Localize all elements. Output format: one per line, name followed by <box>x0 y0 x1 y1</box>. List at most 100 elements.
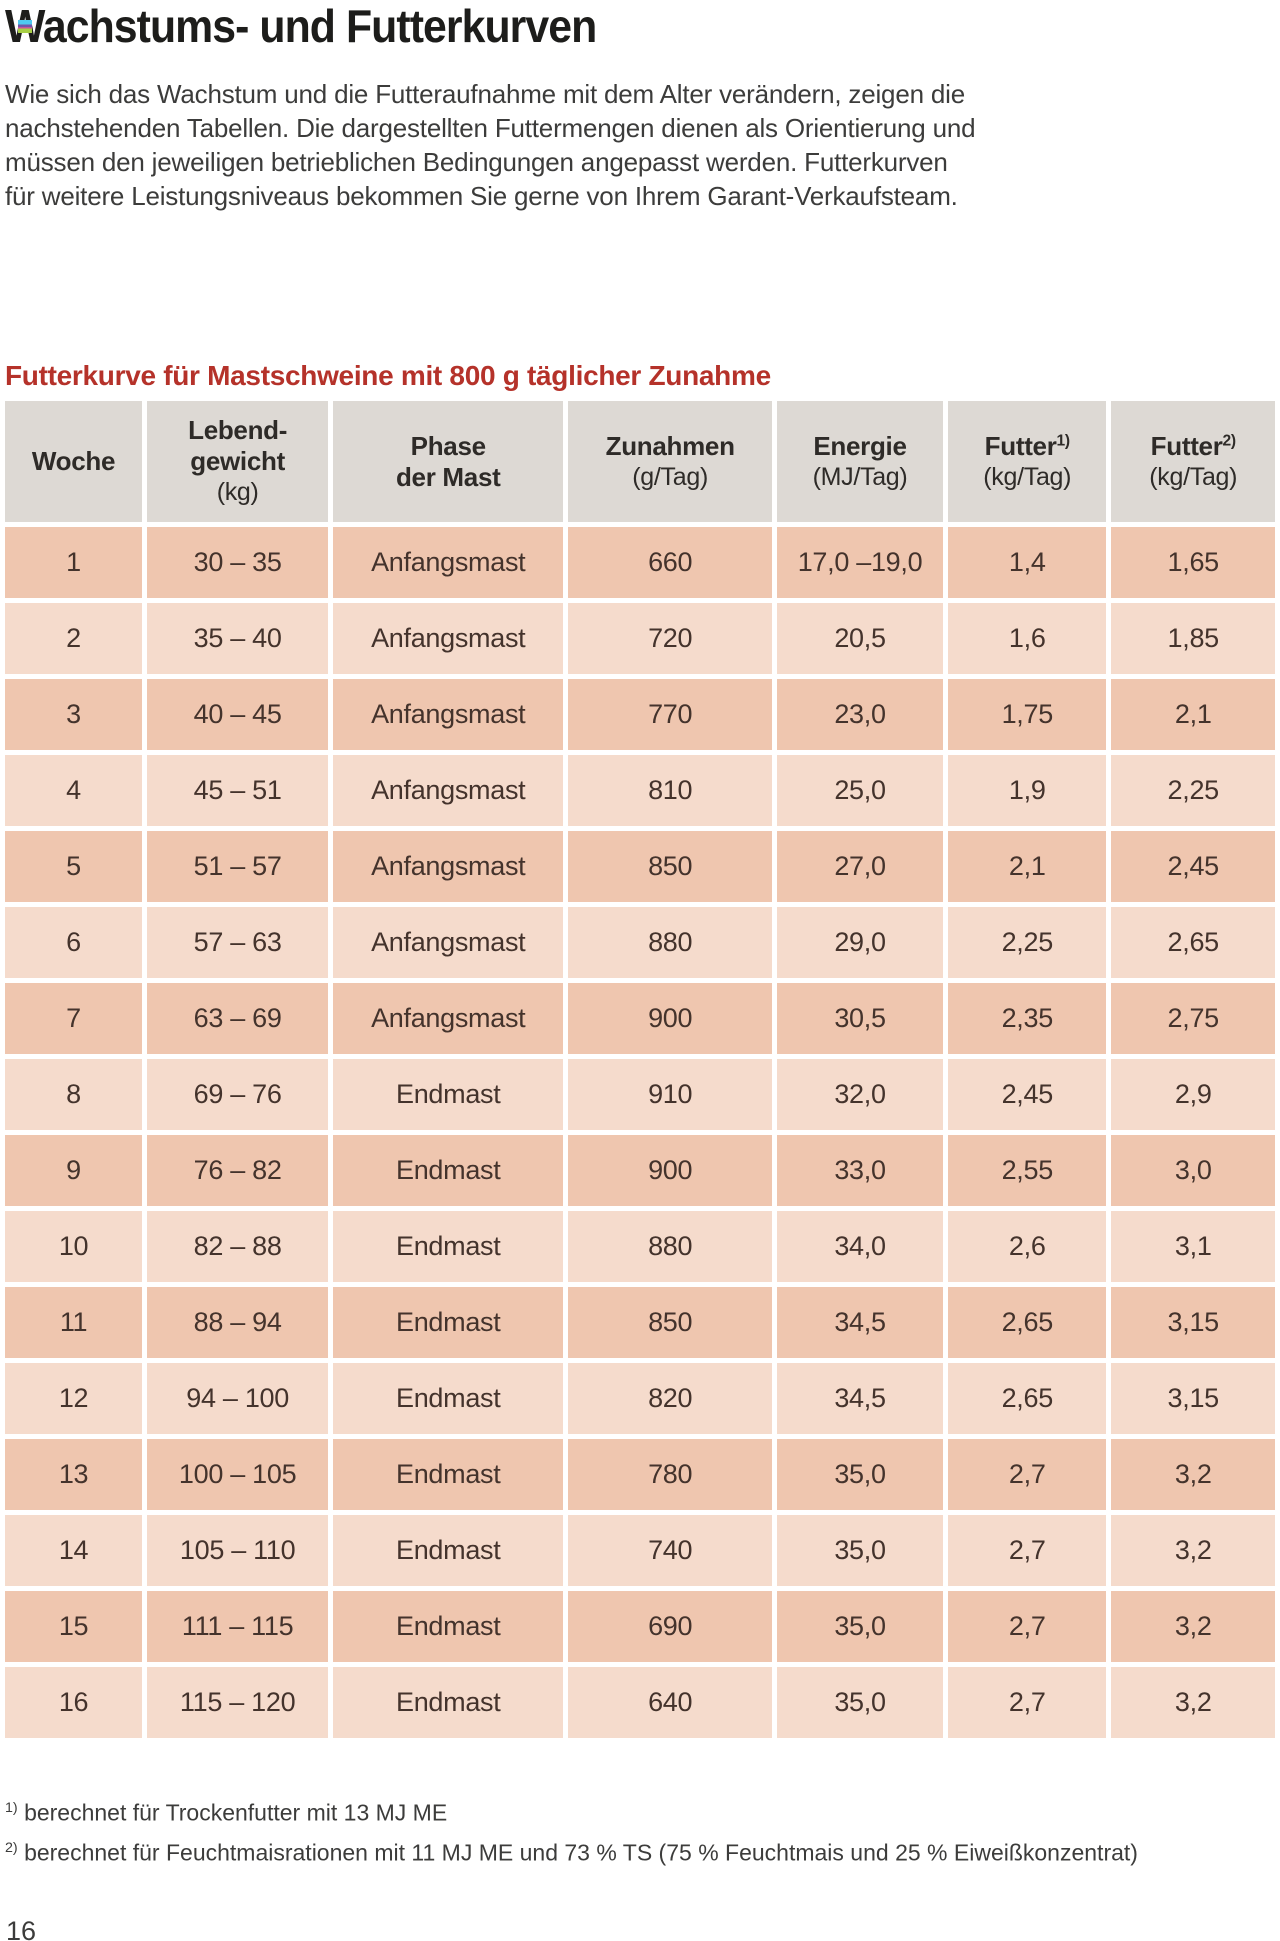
table-row: 11 88 – 94 Endmast 850 34,5 2,65 3,15 <box>5 1287 1275 1358</box>
cell-gain: 820 <box>568 1363 773 1434</box>
cell-weight-range: 111 – 115 <box>147 1591 329 1662</box>
cell-energy: 34,5 <box>777 1363 944 1434</box>
table-row: 3 40 – 45 Anfangsmast 770 23,0 1,75 2,1 <box>5 679 1275 750</box>
footnote-2-text: berechnet für Feuchtmaisrationen mit 11 … <box>24 1839 1138 1866</box>
table-row: 15 111 – 115 Endmast 690 35,0 2,7 3,2 <box>5 1591 1275 1662</box>
cell-energy: 34,5 <box>777 1287 944 1358</box>
footnote-2-marker: 2) <box>5 1839 18 1856</box>
cell-phase: Anfangsmast <box>333 983 564 1054</box>
cell-feed-dry: 2,55 <box>948 1135 1107 1206</box>
cell-energy: 17,0 –19,0 <box>777 527 944 598</box>
table-row: 7 63 – 69 Anfangsmast 900 30,5 2,35 2,75 <box>5 983 1275 1054</box>
cell-week: 2 <box>5 603 143 674</box>
cell-week: 1 <box>5 527 143 598</box>
header-phase: Phase der Mast <box>333 401 564 522</box>
page-number: 16 <box>6 1916 37 1941</box>
footnotes: 1) berechnet für Trockenfutter mit 13 MJ… <box>5 1791 1280 1870</box>
cell-feed-moist: 3,15 <box>1111 1287 1275 1358</box>
cell-phase: Endmast <box>333 1059 564 1130</box>
table-row: 12 94 – 100 Endmast 820 34,5 2,65 3,15 <box>5 1363 1275 1434</box>
cell-feed-dry: 2,7 <box>948 1591 1107 1662</box>
cell-weight-range: 100 – 105 <box>147 1439 329 1510</box>
table-row: 8 69 – 76 Endmast 910 32,0 2,45 2,9 <box>5 1059 1275 1130</box>
cell-energy: 35,0 <box>777 1667 944 1738</box>
cell-feed-moist: 3,1 <box>1111 1211 1275 1282</box>
table-row: 2 35 – 40 Anfangsmast 720 20,5 1,6 1,85 <box>5 603 1275 674</box>
cell-phase: Endmast <box>333 1439 564 1510</box>
table-row: 10 82 – 88 Endmast 880 34,0 2,6 3,1 <box>5 1211 1275 1282</box>
cell-weight-range: 35 – 40 <box>147 603 329 674</box>
cell-gain: 880 <box>568 907 773 978</box>
cell-phase: Anfangsmast <box>333 527 564 598</box>
header-feed-moist: Futter2) (kg/Tag) <box>1111 401 1275 522</box>
cell-phase: Endmast <box>333 1591 564 1662</box>
cell-weight-range: 51 – 57 <box>147 831 329 902</box>
cell-energy: 33,0 <box>777 1135 944 1206</box>
feed-curve-table: Woche Lebend- gewicht (kg) Phase der Mas… <box>0 396 1280 1743</box>
cell-gain: 770 <box>568 679 773 750</box>
cell-weight-range: 76 – 82 <box>147 1135 329 1206</box>
cell-weight-range: 30 – 35 <box>147 527 329 598</box>
table-row: 9 76 – 82 Endmast 900 33,0 2,55 3,0 <box>5 1135 1275 1206</box>
cell-feed-moist: 3,2 <box>1111 1439 1275 1510</box>
cell-feed-dry: 2,1 <box>948 831 1107 902</box>
cell-weight-range: 57 – 63 <box>147 907 329 978</box>
cell-energy: 35,0 <box>777 1515 944 1586</box>
cell-feed-dry: 2,65 <box>948 1287 1107 1358</box>
cell-energy: 25,0 <box>777 755 944 826</box>
cell-gain: 900 <box>568 983 773 1054</box>
cell-energy: 35,0 <box>777 1439 944 1510</box>
cell-gain: 640 <box>568 1667 773 1738</box>
cell-week: 5 <box>5 831 143 902</box>
cell-gain: 690 <box>568 1591 773 1662</box>
cell-feed-moist: 2,45 <box>1111 831 1275 902</box>
cell-feed-moist: 3,0 <box>1111 1135 1275 1206</box>
cell-feed-dry: 2,45 <box>948 1059 1107 1130</box>
cell-feed-moist: 2,75 <box>1111 983 1275 1054</box>
page-title: Wachstums- und Futterkurven <box>5 0 597 52</box>
cell-energy: 23,0 <box>777 679 944 750</box>
cell-weight-range: 88 – 94 <box>147 1287 329 1358</box>
footnote-1-text: berechnet für Trockenfutter mit 13 MJ ME <box>24 1799 448 1826</box>
cell-week: 13 <box>5 1439 143 1510</box>
section-title: Futterkurve für Mastschweine mit 800 g t… <box>5 360 771 391</box>
cell-weight-range: 115 – 120 <box>147 1667 329 1738</box>
cell-weight-range: 82 – 88 <box>147 1211 329 1282</box>
cell-gain: 910 <box>568 1059 773 1130</box>
cell-gain: 720 <box>568 603 773 674</box>
cell-gain: 660 <box>568 527 773 598</box>
cell-feed-dry: 1,4 <box>948 527 1107 598</box>
header-live-weight: Lebend- gewicht (kg) <box>147 401 329 522</box>
cell-feed-moist: 2,1 <box>1111 679 1275 750</box>
cell-feed-dry: 2,25 <box>948 907 1107 978</box>
cell-week: 16 <box>5 1667 143 1738</box>
cell-week: 4 <box>5 755 143 826</box>
cell-feed-dry: 1,6 <box>948 603 1107 674</box>
cell-week: 3 <box>5 679 143 750</box>
cell-energy: 35,0 <box>777 1591 944 1662</box>
table-header-row: Woche Lebend- gewicht (kg) Phase der Mas… <box>5 401 1275 522</box>
cell-week: 6 <box>5 907 143 978</box>
cell-feed-moist: 2,65 <box>1111 907 1275 978</box>
intro-line: für weitere Leistungsniveaus bekommen Si… <box>5 181 958 211</box>
cell-gain: 740 <box>568 1515 773 1586</box>
cell-weight-range: 63 – 69 <box>147 983 329 1054</box>
cell-gain: 850 <box>568 1287 773 1358</box>
table-row: 1 30 – 35 Anfangsmast 660 17,0 –19,0 1,4… <box>5 527 1275 598</box>
cell-feed-dry: 2,7 <box>948 1439 1107 1510</box>
cell-energy: 27,0 <box>777 831 944 902</box>
header-week: Woche <box>5 401 143 522</box>
cell-phase: Endmast <box>333 1287 564 1358</box>
intro-line: nachstehenden Tabellen. Die dargestellte… <box>5 113 976 143</box>
cell-gain: 810 <box>568 755 773 826</box>
cell-phase: Anfangsmast <box>333 679 564 750</box>
cell-feed-dry: 2,6 <box>948 1211 1107 1282</box>
header-energy: Energie (MJ/Tag) <box>777 401 944 522</box>
cell-energy: 29,0 <box>777 907 944 978</box>
cell-energy: 32,0 <box>777 1059 944 1130</box>
cell-feed-dry: 2,7 <box>948 1667 1107 1738</box>
cell-gain: 880 <box>568 1211 773 1282</box>
cell-week: 14 <box>5 1515 143 1586</box>
cell-gain: 900 <box>568 1135 773 1206</box>
